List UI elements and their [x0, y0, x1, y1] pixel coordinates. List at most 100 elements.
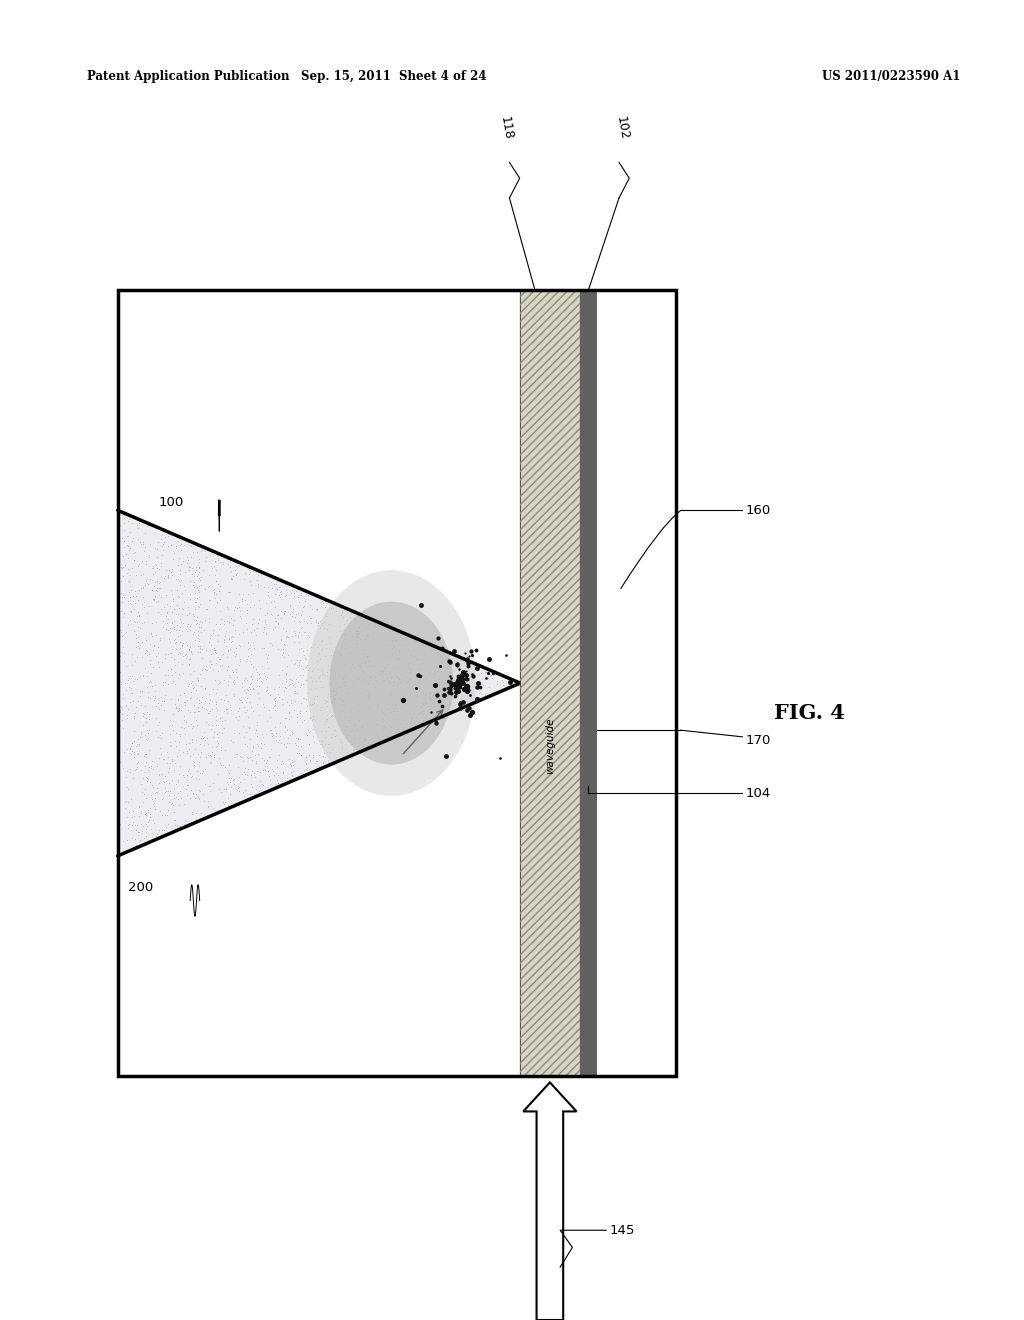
Point [461, 667, 477, 688]
Point [274, 644, 291, 665]
Point [355, 660, 372, 681]
Point [300, 721, 316, 742]
Point [314, 746, 331, 767]
Point [197, 726, 213, 747]
Point [350, 701, 367, 722]
Point [179, 715, 196, 737]
Point [334, 635, 350, 656]
Point [218, 635, 234, 656]
Point [133, 723, 150, 744]
Point [210, 573, 226, 594]
Point [311, 611, 328, 632]
Point [169, 746, 185, 767]
Point [323, 706, 339, 727]
Point [112, 701, 128, 722]
Point [464, 665, 480, 686]
Point [195, 537, 211, 558]
Point [244, 614, 260, 635]
Point [139, 800, 156, 821]
Point [276, 677, 293, 698]
Point [263, 635, 280, 656]
Point [175, 632, 191, 653]
Point [434, 688, 451, 709]
Point [281, 727, 297, 748]
Point [191, 569, 208, 590]
Point [388, 701, 404, 722]
Point [122, 593, 138, 614]
Point [414, 701, 430, 722]
Point [398, 694, 415, 715]
Point [308, 599, 325, 620]
Point [132, 616, 148, 638]
Point [130, 735, 146, 756]
Point [210, 763, 226, 784]
Point [227, 619, 244, 640]
Point [316, 726, 333, 747]
Point [326, 719, 342, 741]
Point [308, 678, 325, 700]
Point [450, 673, 466, 694]
Point [250, 565, 266, 586]
Point [116, 636, 132, 657]
Point [211, 747, 227, 768]
Point [462, 684, 478, 705]
Point [125, 810, 141, 832]
Point [198, 598, 214, 619]
Point [133, 813, 150, 834]
Point [165, 548, 181, 569]
Point [410, 665, 426, 686]
Point [147, 537, 164, 558]
Point [317, 746, 334, 767]
Point [197, 609, 213, 630]
Point [217, 710, 233, 731]
Point [377, 664, 393, 685]
Point [116, 536, 132, 557]
Point [124, 682, 140, 704]
Point [178, 711, 195, 733]
Point [127, 611, 143, 632]
Point [189, 688, 206, 709]
Point [152, 800, 168, 821]
Point [188, 557, 205, 578]
Point [326, 737, 342, 758]
Point [189, 587, 206, 609]
Point [190, 581, 207, 602]
Point [470, 673, 486, 694]
Point [113, 622, 129, 643]
Point [366, 656, 382, 677]
Point [386, 635, 402, 656]
Point [226, 746, 243, 767]
Point [221, 611, 238, 632]
Point [225, 642, 242, 663]
Point [410, 704, 426, 725]
Point [346, 727, 362, 748]
Point [122, 610, 138, 631]
Point [349, 626, 366, 647]
Point [360, 722, 377, 743]
Point [189, 612, 206, 634]
Point [381, 620, 397, 642]
Point [396, 709, 413, 730]
Point [331, 676, 347, 697]
Point [260, 682, 276, 704]
Point [174, 582, 190, 603]
Point [306, 688, 323, 709]
Point [305, 659, 322, 680]
Point [203, 746, 219, 767]
Point [318, 661, 335, 682]
Point [146, 587, 163, 609]
Point [199, 599, 215, 620]
Point [239, 599, 255, 620]
Point [147, 645, 164, 667]
Point [454, 664, 470, 685]
Point [482, 663, 499, 684]
Point [324, 681, 340, 702]
Point [168, 639, 184, 660]
Point [110, 709, 126, 730]
Point [130, 616, 146, 638]
Point [164, 611, 180, 632]
Point [266, 688, 283, 709]
Point [268, 726, 285, 747]
Point [211, 672, 227, 693]
Point [189, 595, 206, 616]
